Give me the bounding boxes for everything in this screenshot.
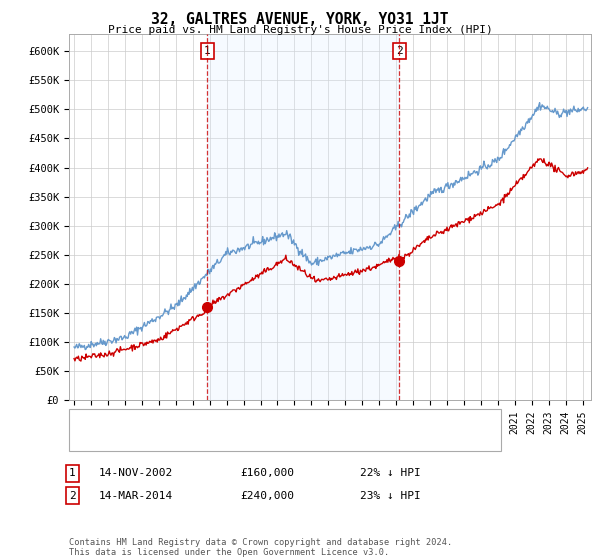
Text: 32, GALTRES AVENUE, YORK, YO31 1JT: 32, GALTRES AVENUE, YORK, YO31 1JT (151, 12, 449, 27)
Text: 1: 1 (204, 46, 211, 56)
Text: £240,000: £240,000 (240, 491, 294, 501)
Text: 14-NOV-2002: 14-NOV-2002 (99, 468, 173, 478)
Text: 23% ↓ HPI: 23% ↓ HPI (360, 491, 421, 501)
Bar (208, 34, 400, 400)
Text: Contains HM Land Registry data © Crown copyright and database right 2024.
This d: Contains HM Land Registry data © Crown c… (69, 538, 452, 557)
Text: £160,000: £160,000 (240, 468, 294, 478)
Text: 14-MAR-2014: 14-MAR-2014 (99, 491, 173, 501)
Text: 1: 1 (69, 468, 76, 478)
Text: 22% ↓ HPI: 22% ↓ HPI (360, 468, 421, 478)
Text: ——: —— (76, 413, 91, 427)
Text: ——: —— (76, 434, 91, 447)
Text: 2: 2 (69, 491, 76, 501)
Text: Price paid vs. HM Land Registry's House Price Index (HPI): Price paid vs. HM Land Registry's House … (107, 25, 493, 35)
Text: 32, GALTRES AVENUE, YORK, YO31 1JT (detached house): 32, GALTRES AVENUE, YORK, YO31 1JT (deta… (102, 415, 421, 425)
Text: HPI: Average price, detached house, York: HPI: Average price, detached house, York (102, 436, 352, 446)
Text: 2: 2 (396, 46, 403, 56)
